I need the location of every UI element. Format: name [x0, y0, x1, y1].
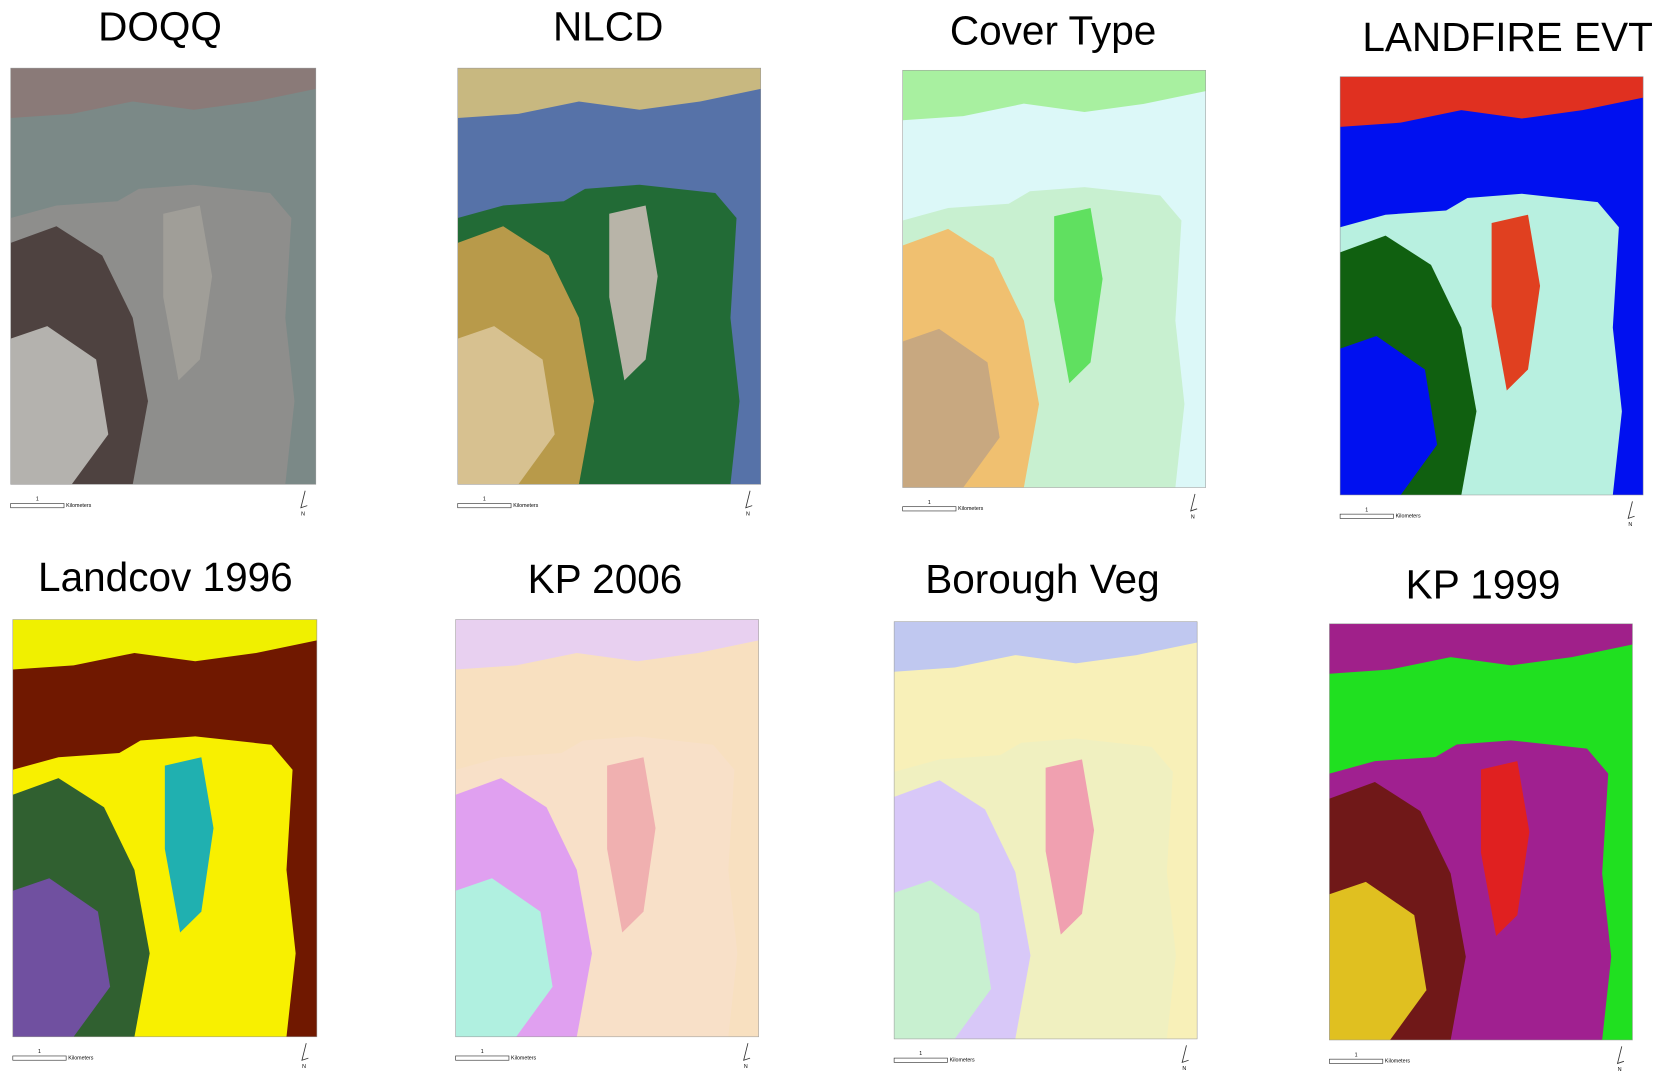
scale-bar — [903, 507, 956, 511]
map — [903, 70, 1206, 487]
north-arrow — [1618, 1046, 1624, 1063]
scale-unit: Kilometers — [1385, 1059, 1410, 1065]
figure: DOQQ 1 Kilometers N NLCD 1 Kilometers N Cover Ty… — [0, 0, 1673, 1073]
panel-title: DOQQ — [98, 4, 222, 50]
page: {"panels": [ {"title": "DOQQ", "scale_la… — [0, 0, 1673, 1073]
scale-label: 1 — [481, 1049, 484, 1055]
scale-unit: Kilometers — [511, 1056, 536, 1062]
scale-label: 1 — [919, 1051, 922, 1057]
scale-unit: Kilometers — [950, 1058, 975, 1064]
north-label: N — [1618, 1067, 1622, 1073]
panel-title: Landcov 1996 — [38, 554, 293, 600]
map — [13, 620, 317, 1037]
panel-title: KP 1999 — [1406, 561, 1561, 607]
north-arrow — [744, 1043, 750, 1060]
scale-unit: Kilometers — [958, 506, 983, 512]
scale-unit: Kilometers — [66, 503, 91, 509]
north-arrow — [302, 1043, 308, 1060]
scale-bar — [13, 1056, 66, 1060]
panel-title: KP 2006 — [528, 556, 683, 602]
panel-title: NLCD — [553, 4, 663, 50]
north-label: N — [1628, 522, 1632, 528]
north-arrow — [746, 491, 752, 508]
scale-bar — [456, 1056, 509, 1060]
north-arrow — [1191, 494, 1197, 511]
north-label: N — [746, 512, 750, 518]
map — [456, 620, 759, 1037]
north-label: N — [301, 512, 305, 518]
map — [11, 68, 316, 484]
scale-bar — [11, 504, 64, 508]
scale-label: 1 — [36, 497, 39, 503]
panel-title: Cover Type — [950, 8, 1157, 54]
scale-label: 1 — [38, 1049, 41, 1055]
scale-bar — [1340, 514, 1393, 518]
north-label: N — [744, 1064, 748, 1070]
map — [458, 68, 761, 484]
north-label: N — [302, 1064, 306, 1070]
scale-unit: Kilometers — [68, 1056, 93, 1062]
north-arrow — [301, 491, 307, 508]
map — [1329, 624, 1632, 1040]
panel-title: Borough Veg — [925, 556, 1159, 602]
scale-label: 1 — [483, 497, 486, 503]
scale-bar — [894, 1058, 947, 1062]
north-arrow — [1628, 501, 1634, 518]
scale-label: 1 — [1365, 507, 1368, 513]
scale-label: 1 — [928, 500, 931, 506]
north-label: N — [1182, 1066, 1186, 1072]
scale-unit: Kilometers — [513, 503, 538, 509]
scale-unit: Kilometers — [1396, 514, 1421, 520]
scale-bar — [1329, 1059, 1382, 1063]
north-label: N — [1191, 515, 1195, 521]
panel-title: LANDFIRE EVT — [1362, 14, 1653, 60]
scale-bar — [458, 504, 511, 508]
scale-label: 1 — [1355, 1052, 1358, 1058]
map — [894, 622, 1197, 1039]
map — [1340, 77, 1643, 495]
north-arrow — [1182, 1045, 1188, 1062]
